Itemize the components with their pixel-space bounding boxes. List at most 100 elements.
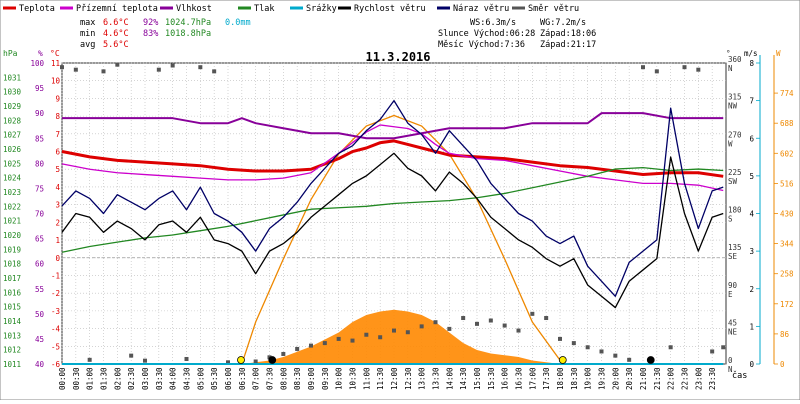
sunrise-marker bbox=[237, 356, 245, 364]
x-tick-label: 21:30 bbox=[653, 367, 662, 390]
wind-direction-point bbox=[73, 67, 78, 72]
x-tick-label: 03:00 bbox=[141, 367, 150, 390]
direction-tick-degrees: 45 bbox=[728, 318, 737, 327]
wind-direction-point bbox=[143, 358, 147, 363]
sunset-marker bbox=[558, 356, 567, 364]
legend-label: Směr větru bbox=[528, 4, 579, 14]
celsius-tick-label: 0 bbox=[55, 254, 60, 263]
x-tick-label: 17:00 bbox=[528, 367, 537, 390]
ms-tick-label: 1 bbox=[749, 322, 754, 331]
wind-direction-point bbox=[212, 69, 217, 74]
wind-direction-point bbox=[530, 311, 535, 316]
x-tick-label: 17:30 bbox=[542, 367, 551, 390]
x-tick-label: 18:00 bbox=[556, 367, 565, 390]
celsius-tick-label: 5 bbox=[55, 165, 60, 174]
x-tick-label: 22:30 bbox=[681, 367, 690, 390]
hpa-tick-label: 1024 bbox=[3, 174, 22, 183]
legend: Teplota Přízemní teplota Vlhkost Tlak Srážky… bbox=[3, 4, 579, 14]
percent-tick-label: 75 bbox=[35, 184, 44, 193]
pressure-line bbox=[61, 166, 724, 253]
stat-min-hum: 83% bbox=[143, 29, 158, 39]
hpa-tick-label: 1016 bbox=[3, 288, 22, 297]
stat-max-rain: 0.0mm bbox=[225, 18, 251, 28]
celsius-tick-label: -1 bbox=[51, 271, 60, 280]
percent-tick-label: 85 bbox=[35, 134, 44, 143]
wind-direction-point bbox=[364, 332, 369, 337]
wm2-tick-label: 516 bbox=[780, 179, 794, 188]
solar-measured-area bbox=[241, 309, 561, 364]
percent-tick-label: 65 bbox=[35, 235, 44, 244]
percent-tick-label: 95 bbox=[35, 84, 44, 93]
plot-area bbox=[60, 62, 726, 365]
x-tick-label: 16:00 bbox=[501, 367, 510, 390]
wind-direction-point bbox=[115, 62, 120, 67]
celsius-tick-label: 1 bbox=[55, 236, 60, 245]
percent-tick-label: 80 bbox=[35, 159, 45, 168]
wind-stats-block: WS:6.3m/s WG:7.2m/s Slunce Východ:06:28 … bbox=[438, 18, 596, 50]
wind-direction-point bbox=[599, 349, 604, 354]
legend-label: Náraz větru bbox=[453, 4, 509, 14]
percent-tick-label: 70 bbox=[35, 210, 45, 219]
wm2-tick-label: 0 bbox=[780, 360, 785, 369]
wind-direction-point bbox=[654, 69, 659, 74]
x-tick-label: 08:30 bbox=[293, 367, 302, 390]
ms-axis-label: m/s bbox=[744, 49, 758, 58]
direction-tick-degrees: 135 bbox=[728, 243, 742, 252]
wm2-tick-label: 344 bbox=[780, 240, 794, 249]
hpa-tick-label: 1031 bbox=[3, 73, 21, 82]
direction-tick-degrees: 90 bbox=[728, 281, 738, 290]
direction-tick-cardinal: SW bbox=[728, 177, 738, 186]
direction-tick-cardinal: N bbox=[728, 365, 733, 374]
ms-tick-label: 2 bbox=[749, 285, 754, 294]
moonrise-marker bbox=[268, 356, 277, 364]
wm2-tick-label: 258 bbox=[780, 270, 794, 279]
wind-direction-point bbox=[198, 65, 203, 70]
x-tick-label: 07:30 bbox=[266, 367, 275, 390]
stat-max-hum: 92% bbox=[143, 18, 158, 28]
wind-direction-point bbox=[627, 357, 632, 362]
hpa-axis-label: hPa bbox=[3, 49, 18, 58]
legend-label: Přízemní teplota bbox=[76, 4, 158, 14]
wind-direction-point bbox=[184, 356, 189, 361]
moon-set: Západ:21:17 bbox=[540, 40, 596, 50]
hpa-tick-label: 1020 bbox=[3, 231, 22, 240]
stat-min-label: min bbox=[80, 29, 95, 39]
wind-direction-point bbox=[516, 328, 521, 333]
wind-direction-point bbox=[60, 65, 64, 70]
hpa-tick-label: 1021 bbox=[3, 217, 21, 226]
ms-tick-label: 0 bbox=[749, 360, 754, 369]
wm2-tick-label: 172 bbox=[780, 300, 794, 309]
x-tick-label: 12:00 bbox=[390, 367, 399, 390]
wm2-tick-label: 86 bbox=[780, 330, 790, 339]
ms-tick-label: 3 bbox=[749, 247, 754, 256]
hpa-tick-label: 1015 bbox=[3, 303, 21, 312]
hpa-tick-label: 1025 bbox=[3, 159, 21, 168]
hpa-tick-label: 1027 bbox=[3, 131, 21, 140]
ms-tick-label: 7 bbox=[749, 97, 754, 106]
hpa-tick-label: 1030 bbox=[3, 88, 22, 97]
direction-tick-degrees: 270 bbox=[728, 130, 742, 139]
celsius-tick-label: 11 bbox=[51, 59, 60, 68]
stat-min-press: 1018.8hPa bbox=[165, 29, 211, 39]
x-tick-label: 19:00 bbox=[584, 367, 593, 390]
wind-direction-point bbox=[447, 326, 452, 331]
ground-temperature-line bbox=[61, 124, 724, 192]
hpa-tick-label: 1012 bbox=[3, 346, 21, 355]
x-tick-label: 05:00 bbox=[196, 367, 205, 390]
celsius-tick-label: 6 bbox=[55, 148, 60, 157]
x-tick-label: 00:00 bbox=[58, 367, 67, 390]
hpa-tick-label: 1018 bbox=[3, 260, 22, 269]
wind-direction-point bbox=[585, 345, 590, 350]
celsius-tick-label: -4 bbox=[51, 325, 61, 334]
moonset-marker bbox=[646, 356, 655, 364]
x-tick-label: 23:00 bbox=[694, 367, 703, 390]
x-axis-label: čas bbox=[732, 370, 747, 381]
wind-direction-point bbox=[433, 320, 438, 325]
legend-label: Teplota bbox=[19, 4, 55, 14]
x-tick-label: 11:00 bbox=[362, 367, 371, 390]
x-tick-label: 13:30 bbox=[432, 367, 441, 390]
x-tick-label: 20:30 bbox=[625, 367, 634, 390]
x-tick-label: 08:00 bbox=[279, 367, 288, 390]
